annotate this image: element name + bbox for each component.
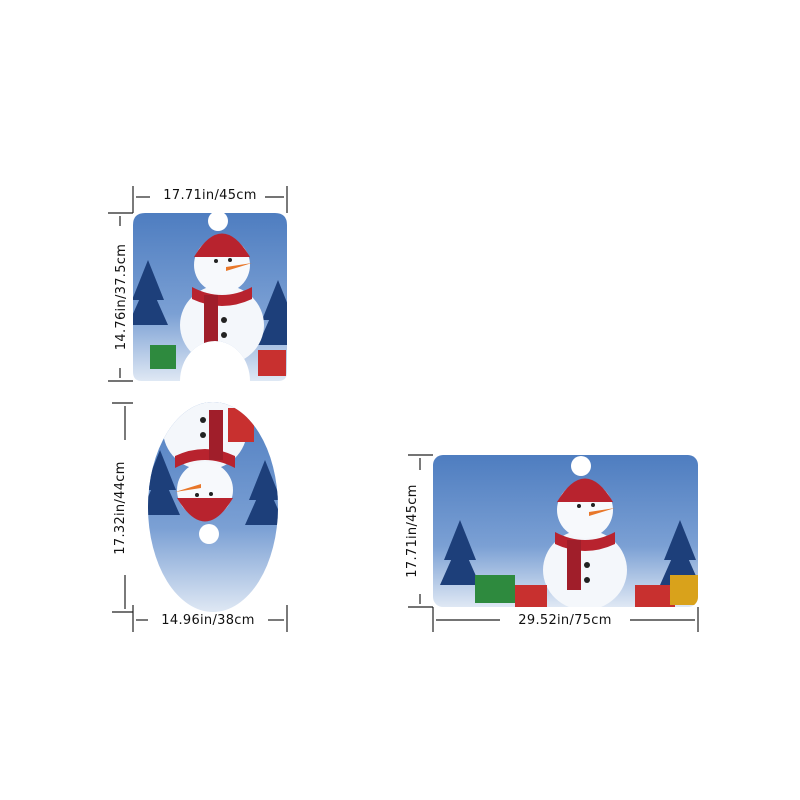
svg-text:14.76in/37.5cm: 14.76in/37.5cm	[114, 244, 129, 350]
lid-cover-height-dimension: 17.32in/44cm	[112, 402, 133, 613]
lid-cover-image	[148, 402, 278, 612]
bath-mat-height-dimension: 17.71in/45cm	[405, 454, 433, 608]
svg-text:17.71in/45cm: 17.71in/45cm	[405, 484, 420, 577]
contour-mat-image	[133, 213, 287, 381]
contour-mat-height-dimension: 14.76in/37.5cm	[108, 212, 133, 382]
svg-text:29.52in/75cm: 29.52in/75cm	[518, 613, 611, 628]
bath-mat-width-dimension: 29.52in/75cm	[432, 607, 699, 632]
lid-cover-width-dimension: 14.96in/38cm	[132, 605, 288, 632]
svg-text:14.96in/38cm: 14.96in/38cm	[161, 613, 254, 628]
svg-text:17.71in/45cm: 17.71in/45cm	[163, 188, 256, 203]
bath-mat-image	[433, 455, 698, 607]
contour-mat-width-dimension: 17.71in/45cm	[132, 186, 288, 213]
svg-text:17.32in/44cm: 17.32in/44cm	[113, 461, 128, 554]
